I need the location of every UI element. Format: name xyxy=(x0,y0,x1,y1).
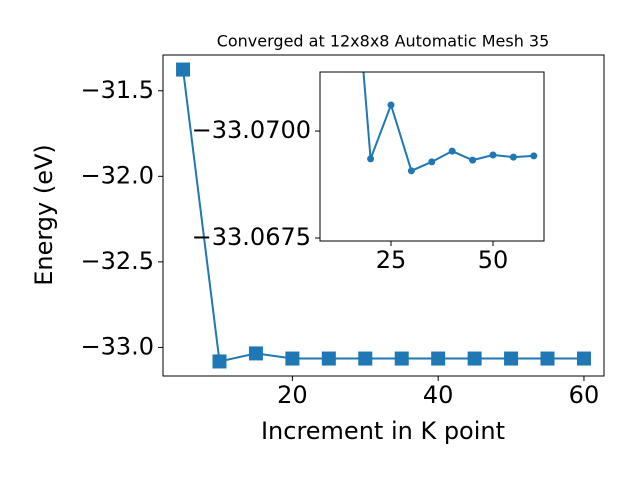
y-axis-label: Energy (eV) xyxy=(30,144,58,286)
marker xyxy=(407,167,415,175)
x-tick-label: 20 xyxy=(277,381,308,409)
marker xyxy=(212,354,227,369)
x-axis-label: Increment in K point xyxy=(261,417,505,445)
marker xyxy=(504,351,519,366)
marker xyxy=(530,152,538,160)
series-line xyxy=(362,72,534,173)
plot-area xyxy=(176,62,591,369)
marker xyxy=(509,153,517,161)
marker xyxy=(321,351,336,366)
y-tick-label: −32.0 xyxy=(80,161,154,189)
marker xyxy=(358,351,373,366)
marker xyxy=(394,351,409,366)
marker xyxy=(489,151,497,159)
marker xyxy=(431,351,446,366)
marker xyxy=(428,158,436,166)
y-tick-label: −33.0700 xyxy=(192,116,311,144)
x-tick-label: 40 xyxy=(423,381,454,409)
x-tick-label: 60 xyxy=(569,381,600,409)
chart-title: Converged at 12x8x8 Automatic Mesh 35 xyxy=(217,32,550,51)
x-tick-label: 50 xyxy=(478,246,509,274)
y-tick-label: −33.0 xyxy=(80,332,154,360)
plot-frame xyxy=(162,54,605,377)
plot-frame xyxy=(319,71,545,242)
marker xyxy=(248,346,263,361)
y-tick-label: −33.0675 xyxy=(192,223,311,251)
marker xyxy=(367,155,375,163)
y-tick-label: −32.5 xyxy=(80,247,154,275)
marker xyxy=(469,156,477,164)
y-tick-label: −31.5 xyxy=(80,76,154,104)
marker xyxy=(448,147,456,155)
marker xyxy=(285,351,300,366)
marker xyxy=(576,351,591,366)
plot-area xyxy=(362,72,538,175)
marker xyxy=(540,351,555,366)
marker xyxy=(467,351,482,366)
marker xyxy=(176,62,191,77)
x-tick-label: 25 xyxy=(376,246,407,274)
marker xyxy=(387,101,395,109)
